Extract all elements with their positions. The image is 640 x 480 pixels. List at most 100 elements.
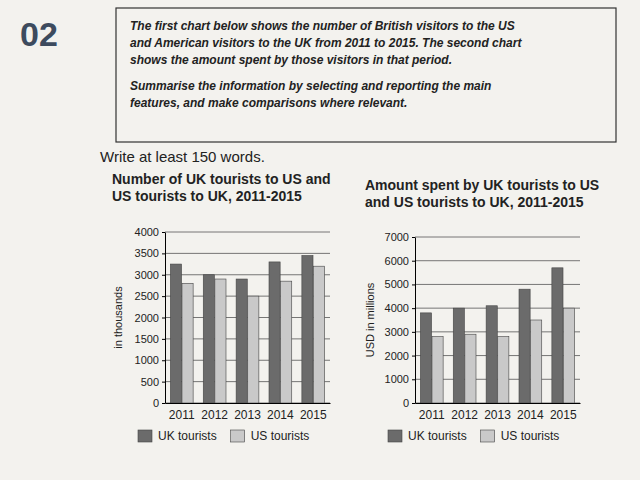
- legend: UK tourists US tourists: [388, 429, 559, 443]
- bar: [453, 308, 464, 403]
- tick-label: 3500: [135, 247, 159, 259]
- bars: [420, 268, 574, 403]
- bar: [302, 256, 313, 403]
- tick-label: 2011: [419, 408, 445, 422]
- tick-mark: [162, 318, 165, 319]
- legend-label: UK tourists: [408, 429, 467, 443]
- legend-swatch: [388, 430, 402, 442]
- x-axis: 2011 2012 2013 2014 2015: [416, 403, 581, 422]
- legend-swatch: [138, 430, 152, 442]
- title-line: US tourists to UK, 2011-2015: [112, 188, 302, 204]
- task-text: Summarise the information by selecting a…: [130, 79, 491, 93]
- exercise-number: 02: [20, 15, 58, 53]
- tick-label: 500: [141, 376, 159, 388]
- bar: [269, 262, 280, 403]
- task-text: features, and make comparisons where rel…: [130, 96, 407, 110]
- bar: [248, 296, 259, 403]
- tick: 3000: [385, 326, 415, 338]
- tick-label: 1500: [135, 333, 159, 345]
- bar: [552, 268, 563, 403]
- tick: 5000: [385, 278, 415, 290]
- tick: 1000: [135, 354, 165, 366]
- tick: 2015: [550, 403, 577, 422]
- title-line: Number of UK tourists to US and: [112, 171, 331, 187]
- tick-label: 2000: [385, 350, 409, 362]
- tick-mark: [412, 284, 415, 285]
- grid: [165, 232, 330, 403]
- tick: 2012: [201, 403, 228, 422]
- tick-mark: [412, 261, 415, 262]
- x-axis: 2011 2012 2013 2014 2015: [166, 403, 331, 422]
- tick: 2000: [385, 350, 415, 362]
- tick-label: 5000: [385, 278, 409, 290]
- tick-mark: [412, 379, 415, 380]
- background: [0, 0, 640, 480]
- axis-line: [415, 238, 416, 404]
- axis-line: [165, 233, 166, 404]
- tick-label: 2000: [135, 312, 159, 324]
- tick-label: 4000: [135, 226, 159, 238]
- bar: [203, 275, 214, 403]
- axis-line: [416, 403, 581, 404]
- tick-label: 2013: [234, 408, 261, 422]
- tick-label: 1000: [385, 373, 409, 385]
- tick-label: 2013: [484, 408, 511, 422]
- tick-mark: [162, 382, 165, 383]
- tick: 2014: [517, 403, 544, 422]
- tick-label: 2011: [169, 408, 195, 422]
- tick-label: 7000: [385, 231, 409, 243]
- legend-swatch: [481, 430, 495, 442]
- tick-label: 0: [153, 397, 159, 409]
- bar: [563, 308, 574, 403]
- chart: Amount spent by UK tourists to USand US …: [364, 177, 599, 443]
- tick-label: 3000: [135, 269, 159, 281]
- bar: [236, 279, 247, 403]
- tick-mark: [162, 403, 165, 404]
- tick: 4000: [385, 302, 415, 314]
- tick-mark: [412, 356, 415, 357]
- tick: 4000: [135, 226, 165, 238]
- bar: [498, 337, 509, 403]
- legend-swatch: [231, 430, 245, 442]
- tick-mark: [162, 360, 165, 361]
- y-axis-label: in thousands: [112, 286, 124, 349]
- tick-label: 2014: [517, 408, 544, 422]
- bar: [465, 334, 476, 403]
- bar: [531, 320, 542, 403]
- instruction: Write at least 150 words.: [100, 148, 265, 165]
- y-axis: 05001000150020002500300035004000: [135, 226, 166, 409]
- y-axis-label: USD in millions: [364, 282, 376, 357]
- legend-label: US tourists: [251, 429, 310, 443]
- tick-mark: [162, 296, 165, 297]
- title-line: Amount spent by UK tourists to US: [365, 177, 599, 193]
- tick-label: 2014: [267, 408, 294, 422]
- legend-label: UK tourists: [158, 429, 217, 443]
- grid-line: [165, 253, 330, 254]
- bar: [182, 283, 193, 403]
- tick: 6000: [385, 255, 415, 267]
- tick: 7000: [385, 231, 415, 243]
- tick-mark: [162, 275, 165, 276]
- grid-line: [415, 237, 580, 238]
- tick-label: 1000: [135, 354, 159, 366]
- legend-label: US tourists: [501, 429, 560, 443]
- bar: [281, 281, 292, 403]
- tick-label: 2012: [201, 408, 228, 422]
- tick: 3500: [135, 247, 165, 259]
- task-box: [116, 8, 616, 142]
- tick: 1500: [135, 333, 165, 345]
- bar: [313, 266, 324, 403]
- bar: [215, 279, 226, 403]
- tick: 2014: [267, 403, 294, 422]
- tick: 2013: [484, 403, 511, 422]
- tick-label: 2015: [300, 408, 327, 422]
- tick-label: 4000: [385, 302, 409, 314]
- task-text: and American visitors to the UK from 201…: [130, 36, 522, 50]
- tick-mark: [412, 403, 415, 404]
- tick: 3000: [135, 269, 165, 281]
- tick: 2011: [419, 403, 445, 422]
- tick-mark: [162, 339, 165, 340]
- tick-label: 2012: [451, 408, 478, 422]
- axis-line: [166, 403, 331, 404]
- tick-mark: [412, 237, 415, 238]
